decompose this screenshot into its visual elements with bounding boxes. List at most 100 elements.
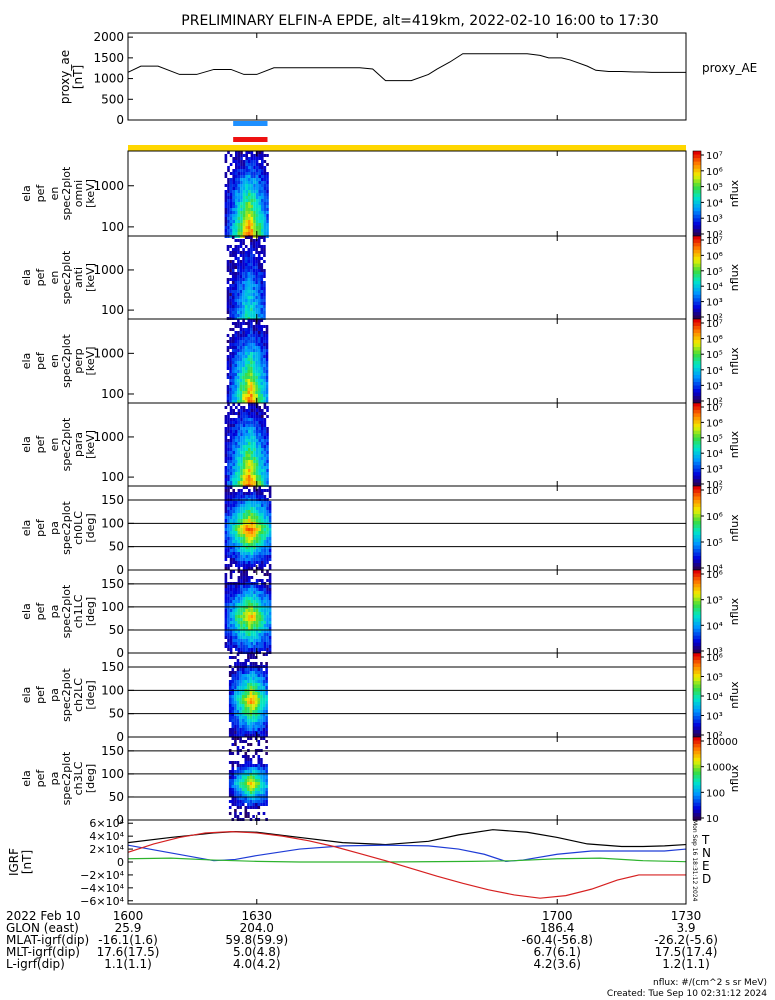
heatmap-cell <box>227 510 230 513</box>
heatmap-cell <box>237 600 241 603</box>
heatmap-cell <box>248 594 251 597</box>
heatmap-cell <box>268 567 272 570</box>
heatmap-cell <box>247 785 250 788</box>
heatmap-cell <box>244 245 248 248</box>
heatmap-cell <box>229 214 233 217</box>
heatmap-cell <box>249 737 253 740</box>
heatmap-cell <box>265 668 268 671</box>
heatmap-cell <box>263 226 267 229</box>
heatmap-cell <box>240 166 243 169</box>
heatmap-cell <box>250 269 253 272</box>
heatmap-cell <box>250 293 253 296</box>
heatmap-cell <box>252 794 255 797</box>
heatmap-cell <box>248 636 251 639</box>
y-axis-label: ela <box>20 520 33 537</box>
heatmap-cell <box>237 211 241 214</box>
heatmap-cell <box>236 695 240 698</box>
heatmap-cell <box>255 211 259 214</box>
heatmap-cell <box>224 519 228 522</box>
heatmap-cell <box>261 217 264 220</box>
colorbar-step <box>693 740 701 745</box>
heatmap-cell <box>254 704 258 707</box>
heatmap-cell <box>244 809 248 812</box>
colorbar-step <box>693 542 701 546</box>
heatmap-cell <box>261 558 264 561</box>
heatmap-cell <box>257 812 261 815</box>
heatmap-cell <box>257 773 261 776</box>
heatmap-cell <box>265 352 269 355</box>
y-axis-label: pef <box>34 602 47 621</box>
heatmap-cell <box>260 737 263 740</box>
heatmap-cell <box>231 782 235 785</box>
heatmap-cell <box>231 656 235 659</box>
colorbar-tick-label: 10⁵ <box>706 267 723 278</box>
figure-title: PRELIMINARY ELFIN-A EPDE, alt=419km, 202… <box>181 13 658 29</box>
heatmap-cell <box>252 397 256 400</box>
heatmap-cell <box>261 409 264 412</box>
heatmap-cell <box>231 308 235 311</box>
heatmap-cell <box>239 791 242 794</box>
heatmap-cell <box>229 337 232 340</box>
y-tick-label: 1000 <box>93 346 124 360</box>
heatmap-cell <box>260 713 263 716</box>
colorbar-step <box>693 461 701 466</box>
heatmap-cell <box>240 439 243 442</box>
heatmap-cell <box>268 540 272 543</box>
heatmap-cell <box>224 627 228 630</box>
heatmap-cell <box>260 340 264 343</box>
colorbar-step <box>693 472 701 477</box>
axes-frame <box>127 736 687 821</box>
colorbar-step <box>693 249 701 254</box>
heatmap-cell <box>265 370 269 373</box>
heatmap-cell <box>255 475 259 478</box>
heatmap-cell <box>242 178 246 181</box>
heatmap-cell <box>268 642 272 645</box>
heatmap-cell <box>255 263 258 266</box>
heatmap-cell <box>265 695 268 698</box>
heatmap-cell <box>265 382 269 385</box>
heatmap-cell <box>232 196 235 199</box>
heatmap-cell <box>236 767 240 770</box>
heatmap-cell <box>231 376 235 379</box>
heatmap-cell <box>245 430 248 433</box>
colorbar-step <box>693 524 701 529</box>
heatmap-cell <box>268 603 272 606</box>
heatmap-cell <box>234 302 238 305</box>
heatmap-cell <box>247 287 251 290</box>
heatmap-cell <box>245 448 248 451</box>
heatmap-cell <box>258 442 261 445</box>
heatmap-cell <box>226 281 230 284</box>
heatmap-cell <box>261 543 264 546</box>
colorbar-step <box>693 420 701 425</box>
heatmap-cell <box>242 373 245 376</box>
heatmap-cell <box>227 531 230 534</box>
heatmap-cell <box>263 427 267 430</box>
heatmap-cell <box>266 196 269 199</box>
heatmap-cell <box>245 630 248 633</box>
heatmap-cell <box>250 648 254 651</box>
heatmap-cell <box>232 591 235 594</box>
y-axis-label: [nT] <box>20 850 34 874</box>
heatmap-cell <box>260 683 263 686</box>
heatmap-cell <box>227 229 230 232</box>
heatmap-cell <box>263 229 267 232</box>
heatmap-cell <box>239 251 243 254</box>
heatmap-cell <box>255 510 259 513</box>
heatmap-cell <box>228 779 232 782</box>
colorbar-step <box>693 730 701 734</box>
heatmap-cell <box>224 630 228 633</box>
colorbar-step <box>693 521 701 525</box>
event-bar-red <box>233 137 268 142</box>
colorbar-step <box>693 809 701 814</box>
heatmap-cell <box>235 639 238 642</box>
heatmap-cell <box>261 564 264 567</box>
heatmap-cell <box>265 662 268 665</box>
heatmap-cell <box>232 469 235 472</box>
heatmap-cell <box>242 302 245 305</box>
heatmap-cell <box>252 278 256 281</box>
heatmap-cell <box>227 492 230 495</box>
heatmap-cell <box>240 202 243 205</box>
footer-row-value: 59.8(59.9) <box>225 933 289 947</box>
heatmap-cell <box>257 740 261 743</box>
heatmap-cell <box>234 794 237 797</box>
